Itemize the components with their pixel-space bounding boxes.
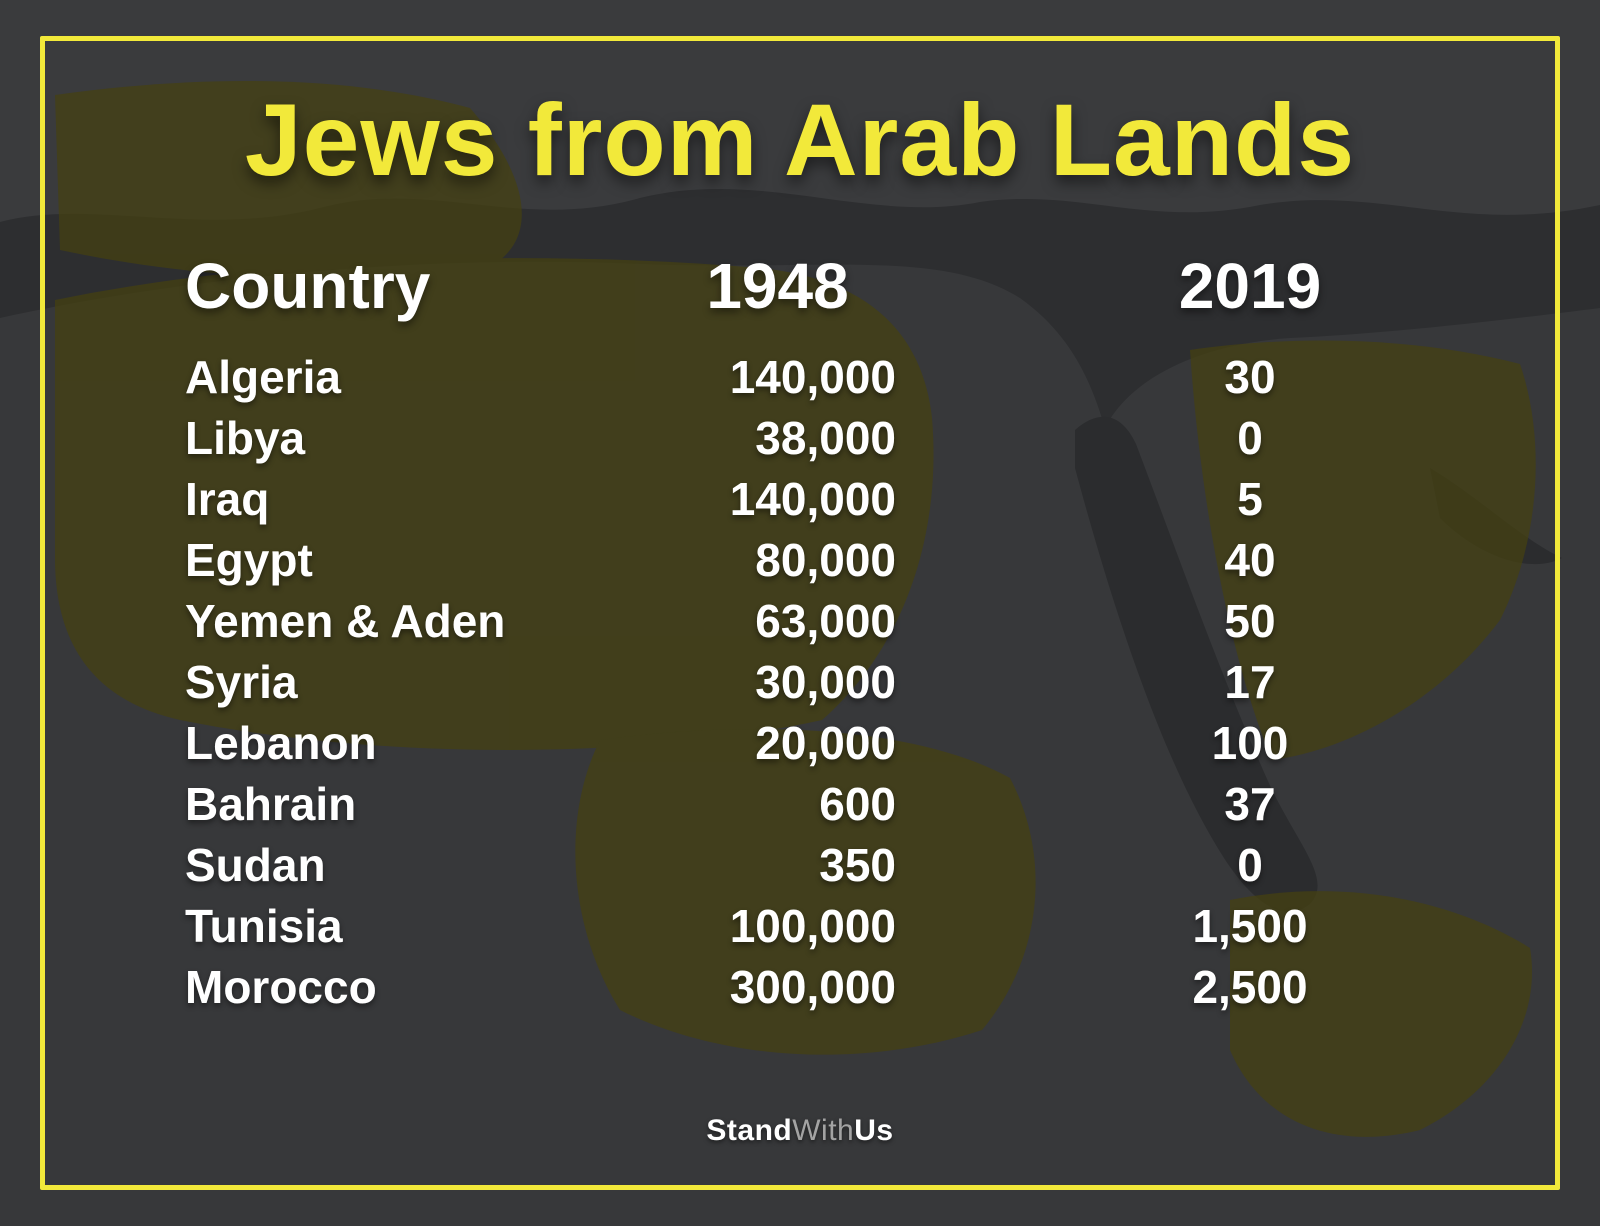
value-2019-cell: 37 [1224, 777, 1276, 830]
data-table: Country 1948 2019 Algeria 140,000 30 Lib… [185, 238, 1350, 1017]
table-row: Egypt 80,000 40 [185, 529, 1350, 590]
value-2019-cell: 40 [1224, 533, 1276, 586]
table-body: Algeria 140,000 30 Libya 38,000 0 Iraq 1… [185, 346, 1350, 1017]
value-2019-cell: 5 [1237, 472, 1263, 525]
value-2019-cell: 100 [1211, 716, 1289, 769]
table-row: Yemen & Aden 63,000 50 [185, 590, 1350, 651]
brand-part-us: Us [854, 1114, 894, 1147]
table-row: Sudan 350 0 [185, 834, 1350, 895]
column-header-country: Country [185, 250, 431, 322]
value-2019-cell: 50 [1224, 594, 1276, 647]
country-cell: Syria [185, 655, 298, 708]
value-2019-cell: 17 [1224, 655, 1276, 708]
country-cell: Iraq [185, 472, 270, 525]
value-1948-cell: 80,000 [755, 533, 896, 586]
country-cell: Lebanon [185, 716, 377, 769]
value-2019-cell: 0 [1237, 838, 1263, 891]
value-1948-cell: 100,000 [729, 899, 896, 952]
value-1948-cell: 350 [819, 838, 896, 891]
value-1948-cell: 300,000 [729, 960, 896, 1013]
value-1948-cell: 38,000 [755, 411, 896, 464]
table-header-row: Country 1948 2019 [185, 238, 1350, 334]
country-cell: Yemen & Aden [185, 594, 506, 647]
country-cell: Tunisia [185, 899, 343, 952]
table-row: Libya 38,000 0 [185, 407, 1350, 468]
table-row: Algeria 140,000 30 [185, 346, 1350, 407]
value-2019-cell: 30 [1224, 350, 1276, 403]
country-cell: Morocco [185, 960, 377, 1013]
column-header-1948: 1948 [706, 250, 849, 322]
value-1948-cell: 140,000 [729, 472, 896, 525]
column-header-2019: 2019 [1178, 250, 1322, 322]
value-1948-cell: 63,000 [755, 594, 896, 647]
table-row: Iraq 140,000 5 [185, 468, 1350, 529]
value-2019-cell: 1,500 [1192, 899, 1308, 952]
brand-part-with: With [792, 1114, 855, 1147]
brand-logo: StandWithUs [0, 1114, 1600, 1148]
country-cell: Sudan [185, 838, 326, 891]
value-1948-cell: 600 [819, 777, 896, 830]
value-1948-cell: 140,000 [729, 350, 896, 403]
value-2019-cell: 2,500 [1192, 960, 1308, 1013]
country-cell: Libya [185, 411, 306, 464]
table-row: Syria 30,000 17 [185, 651, 1350, 712]
value-1948-cell: 30,000 [755, 655, 896, 708]
table-row: Bahrain 600 37 [185, 773, 1350, 834]
table-row: Lebanon 20,000 100 [185, 712, 1350, 773]
page-title: Jews from Arab Lands [244, 83, 1356, 197]
value-2019-cell: 0 [1237, 411, 1263, 464]
table-row: Tunisia 100,000 1,500 [185, 895, 1350, 956]
value-1948-cell: 20,000 [755, 716, 896, 769]
country-cell: Algeria [185, 350, 341, 403]
country-cell: Bahrain [185, 777, 357, 830]
table-row: Morocco 300,000 2,500 [185, 956, 1350, 1017]
brand-part-stand: Stand [706, 1114, 793, 1147]
country-cell: Egypt [185, 533, 313, 586]
